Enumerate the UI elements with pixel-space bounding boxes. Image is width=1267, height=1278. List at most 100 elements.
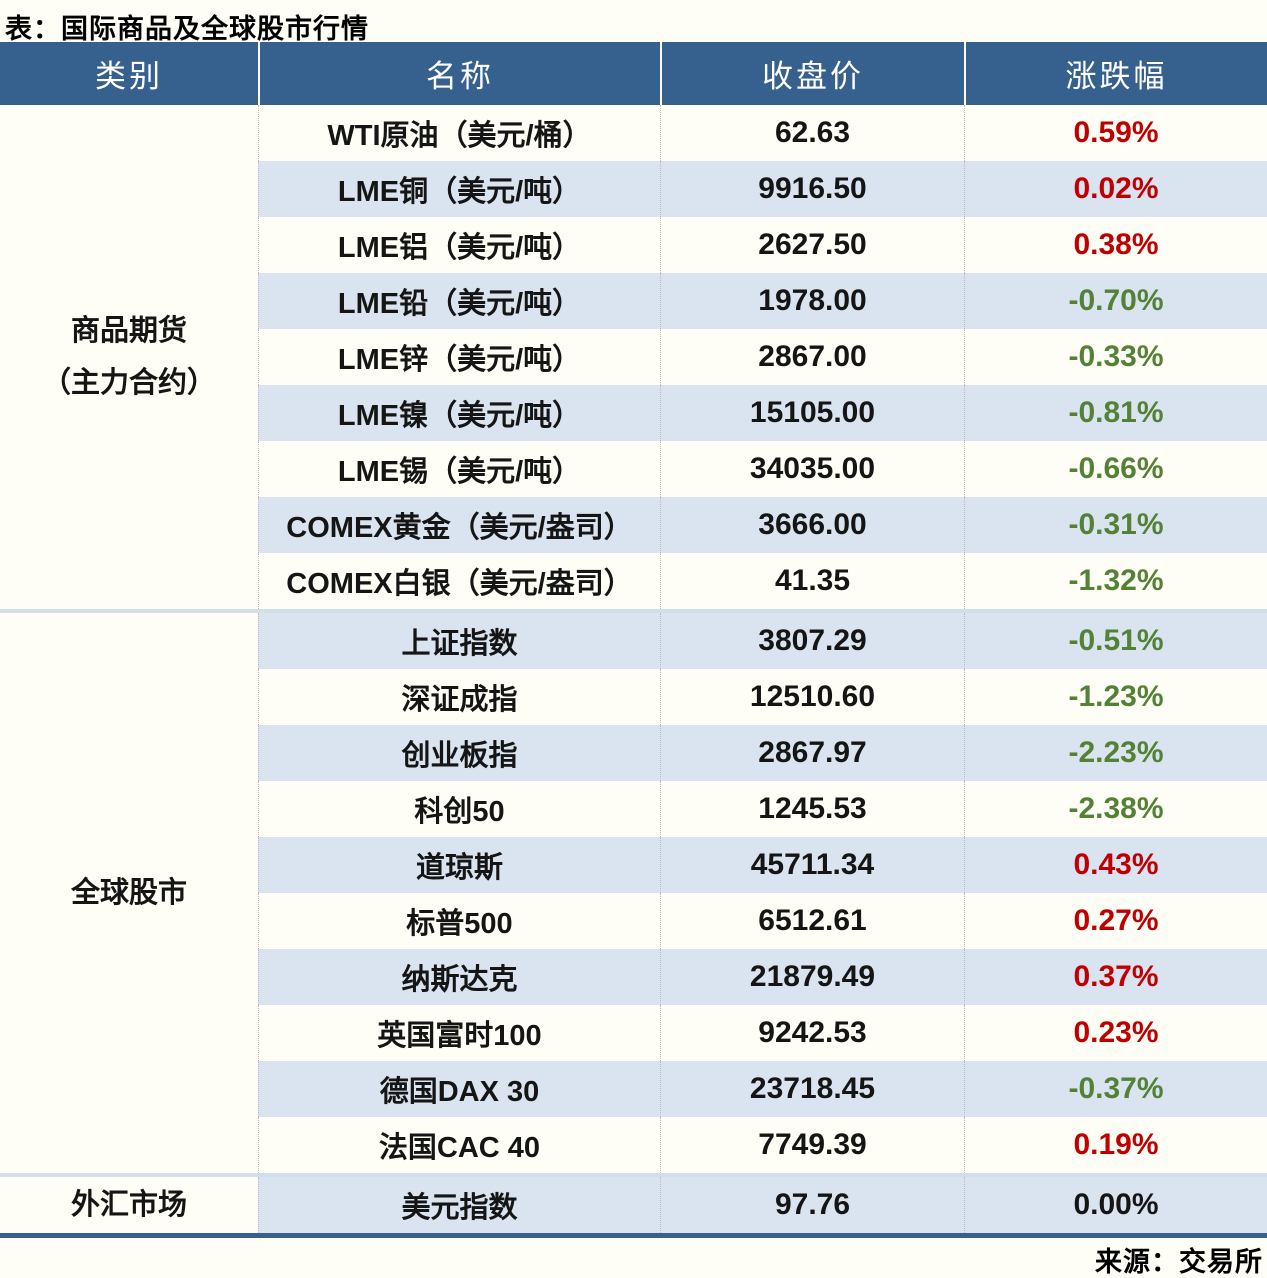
change-percent-cell: -2.38%	[964, 781, 1267, 837]
group-separator	[0, 1173, 1267, 1177]
close-price-cell: 62.63	[660, 105, 964, 161]
table-row: 德国DAX 30 23718.45 -0.37%	[0, 1061, 1267, 1117]
change-percent-cell: 0.00%	[964, 1177, 1267, 1233]
change-percent-cell: 0.37%	[964, 949, 1267, 1005]
close-price-cell: 2867.00	[660, 329, 964, 385]
close-price-cell: 3807.29	[660, 613, 964, 669]
table-row: 科创50 1245.53 -2.38%	[0, 781, 1267, 837]
table-row: LME锡（美元/吨） 34035.00 -0.66%	[0, 441, 1267, 497]
change-percent-cell: 0.27%	[964, 893, 1267, 949]
table-row: 上证指数 3807.29 -0.51%	[0, 613, 1267, 669]
change-percent-cell: 0.23%	[964, 1005, 1267, 1061]
table-row: LME铝（美元/吨） 2627.50 0.38%	[0, 217, 1267, 273]
table-row: LME锌（美元/吨） 2867.00 -0.33%	[0, 329, 1267, 385]
name-cell: 科创50	[258, 781, 660, 837]
change-percent-cell: -0.31%	[964, 497, 1267, 553]
name-cell: 美元指数	[258, 1177, 660, 1233]
source-note: 来源：交易所	[1095, 1247, 1263, 1277]
change-percent-cell: 0.19%	[964, 1117, 1267, 1173]
name-cell: 上证指数	[258, 613, 660, 669]
group-block: WTI原油（美元/桶） 62.63 0.59% LME铜（美元/吨） 9916.50 0.…	[0, 105, 1267, 609]
change-percent-cell: -0.33%	[964, 329, 1267, 385]
table-row: 道琼斯 45711.34 0.43%	[0, 837, 1267, 893]
category-label-line: 外汇市场	[70, 1189, 187, 1221]
header-cell-name: 名称	[258, 42, 660, 105]
close-price-cell: 23718.45	[660, 1061, 964, 1117]
change-percent-cell: -0.51%	[964, 613, 1267, 669]
table-row: COMEX黄金（美元/盎司） 3666.00 -0.31%	[0, 497, 1267, 553]
close-price-cell: 45711.34	[660, 837, 964, 893]
name-cell: WTI原油（美元/桶）	[258, 105, 660, 161]
close-price-cell: 9242.53	[660, 1005, 964, 1061]
name-cell: 标普500	[258, 893, 660, 949]
category-label-line: 全球股市	[70, 877, 187, 909]
header-cell-category: 类别	[95, 59, 163, 94]
change-percent-cell: -0.37%	[964, 1061, 1267, 1117]
name-cell: 道琼斯	[258, 837, 660, 893]
table-row: WTI原油（美元/桶） 62.63 0.59%	[0, 105, 1267, 161]
change-percent-cell: -1.23%	[964, 669, 1267, 725]
category-cell: 全球股市	[0, 613, 258, 1173]
table-row: 法国CAC 40 7749.39 0.19%	[0, 1117, 1267, 1173]
close-price-cell: 21879.49	[660, 949, 964, 1005]
close-price-cell: 1245.53	[660, 781, 964, 837]
close-price-cell: 1978.00	[660, 273, 964, 329]
name-cell: 英国富时100	[258, 1005, 660, 1061]
close-price-cell: 34035.00	[660, 441, 964, 497]
table-body: WTI原油（美元/桶） 62.63 0.59% LME铜（美元/吨） 9916.50 0.…	[0, 105, 1267, 1233]
change-percent-cell: 0.59%	[964, 105, 1267, 161]
table-row: 纳斯达克 21879.49 0.37%	[0, 949, 1267, 1005]
name-cell: LME铅（美元/吨）	[258, 273, 660, 329]
close-price-cell: 2627.50	[660, 217, 964, 273]
name-cell: LME锡（美元/吨）	[258, 441, 660, 497]
market-table: 类别 名称 收盘价 涨跌幅 WTI原油（美元/桶） 62.63 0.59% LME铜（…	[0, 42, 1267, 1238]
change-percent-cell: -0.66%	[964, 441, 1267, 497]
name-cell: LME铜（美元/吨）	[258, 161, 660, 217]
page-title: 表：国际商品及全球股市行情	[5, 14, 369, 44]
close-price-cell: 2867.97	[660, 725, 964, 781]
name-cell: LME镍（美元/吨）	[258, 385, 660, 441]
table-row: LME铜（美元/吨） 9916.50 0.02%	[0, 161, 1267, 217]
change-percent-cell: -1.32%	[964, 553, 1267, 609]
table-row: COMEX白银（美元/盎司） 41.35 -1.32%	[0, 553, 1267, 609]
close-price-cell: 3666.00	[660, 497, 964, 553]
close-price-cell: 7749.39	[660, 1117, 964, 1173]
table-row: 标普500 6512.61 0.27%	[0, 893, 1267, 949]
close-price-cell: 9916.50	[660, 161, 964, 217]
table-row: 英国富时100 9242.53 0.23%	[0, 1005, 1267, 1061]
table-row: 创业板指 2867.97 -2.23%	[0, 725, 1267, 781]
change-percent-cell: 0.38%	[964, 217, 1267, 273]
name-cell: LME铝（美元/吨）	[258, 217, 660, 273]
change-percent-cell: -2.23%	[964, 725, 1267, 781]
name-cell: 深证成指	[258, 669, 660, 725]
header-row: 类别 名称 收盘价 涨跌幅	[0, 42, 1267, 105]
table-row: LME铅（美元/吨） 1978.00 -0.70%	[0, 273, 1267, 329]
header-cell-change: 涨跌幅	[964, 42, 1267, 105]
change-percent-cell: 0.43%	[964, 837, 1267, 893]
close-price-cell: 12510.60	[660, 669, 964, 725]
category-cell: 商品期货 （主力合约）	[0, 105, 258, 609]
close-price-cell: 97.76	[660, 1177, 964, 1233]
change-percent-cell: 0.02%	[964, 161, 1267, 217]
group-block: 美元指数 97.76 0.00% 外汇市场	[0, 1177, 1267, 1233]
header-cell-close: 收盘价	[660, 42, 964, 105]
close-price-cell: 41.35	[660, 553, 964, 609]
name-cell: COMEX黄金（美元/盎司）	[258, 497, 660, 553]
name-cell: 创业板指	[258, 725, 660, 781]
category-cell: 外汇市场	[0, 1177, 258, 1233]
close-price-cell: 15105.00	[660, 385, 964, 441]
table-bottom-border	[0, 1233, 1267, 1238]
table-row: 美元指数 97.76 0.00%	[0, 1177, 1267, 1233]
name-cell: COMEX白银（美元/盎司）	[258, 553, 660, 609]
table-row: LME镍（美元/吨） 15105.00 -0.81%	[0, 385, 1267, 441]
group-block: 上证指数 3807.29 -0.51% 深证成指 12510.60 -1.23% 创业板指 2…	[0, 613, 1267, 1173]
name-cell: 法国CAC 40	[258, 1117, 660, 1173]
change-percent-cell: -0.70%	[964, 273, 1267, 329]
category-label-line: 商品期货	[70, 315, 187, 347]
name-cell: 德国DAX 30	[258, 1061, 660, 1117]
group-separator	[0, 609, 1267, 613]
name-cell: LME锌（美元/吨）	[258, 329, 660, 385]
close-price-cell: 6512.61	[660, 893, 964, 949]
table-row: 深证成指 12510.60 -1.23%	[0, 669, 1267, 725]
